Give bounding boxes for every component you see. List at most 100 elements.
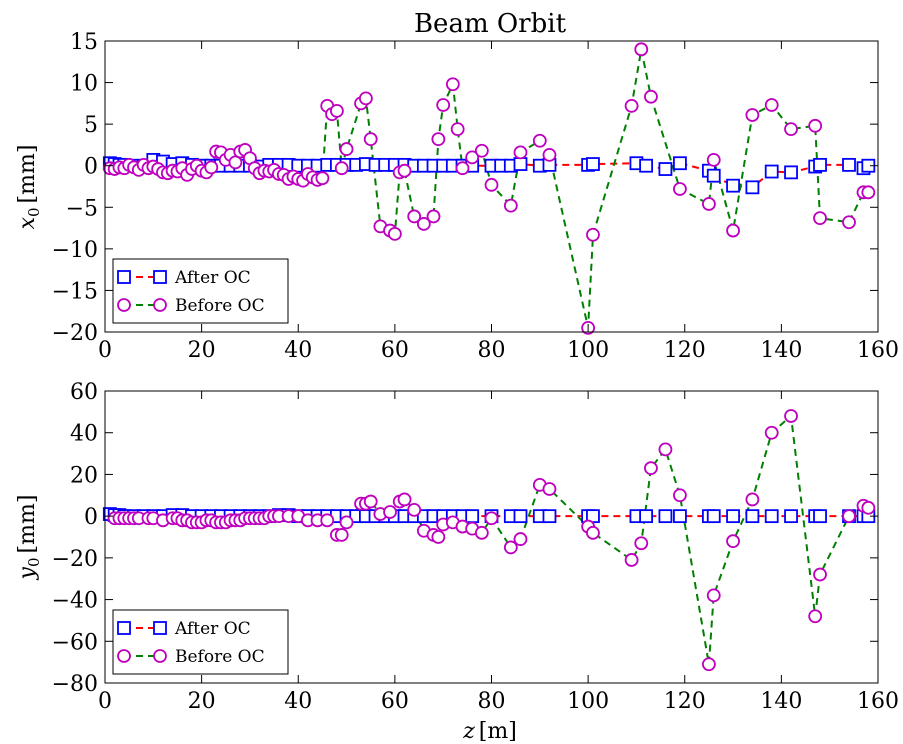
bottom-y-tick-label: 40 [70,422,98,447]
bottom-y-axis-unit: [mm] [15,495,40,554]
bottom-before-oc-point [764,425,779,440]
bottom-x-tick-label: 100 [567,689,609,714]
top-x-tick-label: 60 [381,338,409,363]
bottom-x-tick-label: 160 [857,689,899,714]
bottom-before-oc-point [813,567,827,582]
top-before-oc-point [204,160,219,175]
bottom-before-oc-point [673,488,687,503]
bottom-after-oc-point [726,509,740,524]
bottom-before-oc-point [320,513,335,528]
top-before-oc-point [726,223,740,238]
bottom-panel: 0 20 40 60 80 100 120 140 160 −80 −60 −40 −20 0 20 40 60… [15,380,899,744]
top-x-tick-label: 140 [760,338,802,363]
top-y-tick-label: −15 [52,279,98,304]
bottom-before-oc-point [624,553,639,567]
bottom-y-tick-label: −60 [52,630,98,655]
bottom-y-tick-label: 0 [84,505,98,530]
top-before-oc-point [445,77,460,92]
top-legend-before-label: Before OC [175,296,265,316]
bottom-before-oc-point [586,525,600,540]
bottom-x-tick-label: 80 [478,689,506,714]
bottom-after-oc-point [465,509,480,524]
top-before-oc-point [387,226,402,241]
top-before-oc-point [484,177,499,192]
top-y-tick-label: 0 [84,155,98,180]
top-legend-after-label: After OC [174,268,251,288]
top-before-oc-point [407,209,422,224]
top-after-oc-point [673,156,687,171]
top-before-oc-point [764,98,779,112]
x-axis-label: z [m] [462,719,517,744]
bottom-legend-before-label: Before OC [175,647,265,667]
top-before-oc-point [842,215,856,230]
bottom-before-oc-point [503,540,518,555]
top-y-tick-label: 15 [70,30,98,55]
bottom-before-oc-point [431,530,446,544]
bottom-before-oc-point [745,492,760,507]
top-before-oc-point [784,122,798,137]
bottom-before-oc-point [484,511,499,526]
chart-title: Beam Orbit [414,9,567,39]
top-y-tick-label: −5 [66,196,98,221]
top-y-tick-label: 5 [84,113,98,138]
top-before-oc-point [426,209,441,224]
bottom-legend-before-marker-left [117,649,131,663]
top-x-tick-label: 0 [98,338,112,363]
top-legend: After OC Before OC [112,258,289,324]
bottom-before-oc-point [474,525,489,540]
top-before-oc-point [808,118,823,133]
top-y-tick-label: −20 [52,321,98,346]
top-before-oc-point [363,132,378,147]
top-x-tick-label: 100 [567,338,609,363]
top-after-oc-point [639,158,653,173]
bottom-before-oc-point [658,442,673,457]
bottom-after-oc-point [745,509,760,524]
bottom-after-oc-point [542,509,557,524]
top-after-oc-point [513,157,528,171]
top-y-axis-unit: [mm] [15,145,40,204]
top-after-oc-point [586,157,600,171]
top-x-tick-label: 80 [478,338,506,363]
bottom-y-tick-label: 20 [70,463,98,488]
bottom-before-oc-point [634,536,649,551]
bottom-after-oc-point [764,509,779,524]
top-y-axis-sub: 0 [25,207,43,217]
top-before-oc-point [513,145,528,160]
bottom-legend-before-marker-right [153,649,167,663]
bottom-y-tick-label: −20 [52,547,98,572]
bottom-legend-after-label: After OC [174,619,251,639]
bottom-after-oc-point [706,509,721,524]
bottom-y-tick-label: −40 [52,589,98,614]
bottom-after-oc-point [639,509,653,524]
top-x-tick-label: 160 [857,338,899,363]
top-legend-after-marker-right [153,270,167,284]
bottom-before-oc-point [363,494,378,509]
bottom-before-oc-point [842,509,856,524]
bottom-legend-box [112,609,289,675]
bottom-legend-after-marker-left [117,621,131,635]
top-x-tick-label: 40 [284,338,312,363]
top-before-oc-point [542,148,557,162]
top-before-oc-point [706,152,721,167]
bottom-before-oc-point [397,492,412,507]
bottom-before-oc-point [513,532,528,546]
top-before-oc-point [358,91,373,106]
top-before-oc-point [455,161,470,176]
top-after-oc-point [658,162,673,176]
top-y-tick-label: −10 [52,238,98,263]
top-y-tick-label: 10 [70,72,98,97]
bottom-before-oc-point [861,500,876,515]
bottom-before-oc-point [339,515,354,530]
top-before-oc-point [416,217,431,231]
top-before-oc-point [329,103,344,118]
top-x-tick-label: 20 [188,338,216,363]
bottom-before-oc-point [702,657,716,672]
top-legend-box [112,258,289,324]
top-legend-before-marker-left [117,298,131,312]
top-before-oc-point [861,185,876,200]
bottom-after-oc-point [658,509,673,524]
top-before-oc-point [673,182,687,196]
top-after-oc-point [842,157,856,172]
bottom-before-oc-point [407,502,422,517]
